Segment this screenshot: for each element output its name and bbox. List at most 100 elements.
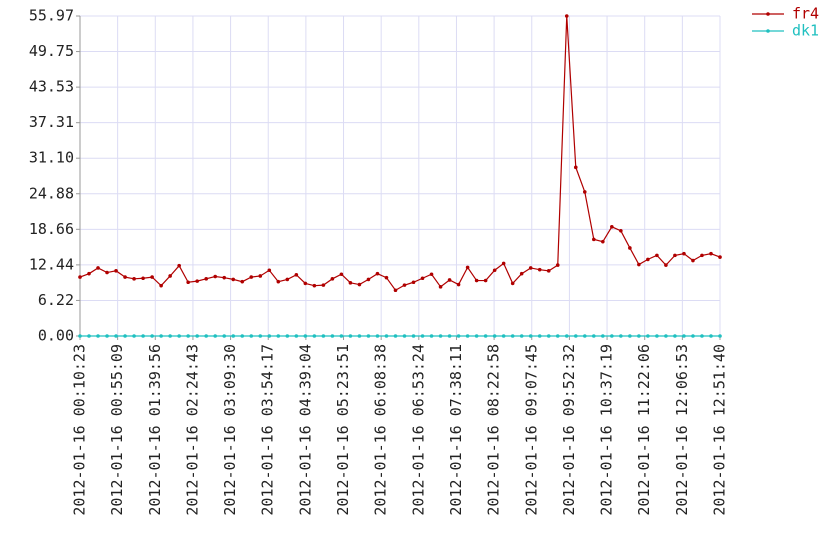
data-point bbox=[222, 334, 227, 338]
data-point bbox=[700, 253, 704, 258]
data-point bbox=[573, 334, 578, 338]
data-point bbox=[601, 239, 605, 244]
data-point bbox=[402, 283, 407, 287]
data-point bbox=[114, 269, 118, 273]
x-tick-label: 2012-01-16 11:22:06 bbox=[635, 344, 653, 516]
data-point bbox=[528, 266, 533, 270]
data-point bbox=[402, 334, 407, 338]
data-point bbox=[258, 274, 263, 278]
data-point bbox=[718, 334, 722, 338]
data-point bbox=[204, 277, 209, 281]
data-point bbox=[177, 334, 181, 338]
data-point bbox=[564, 14, 569, 18]
data-point bbox=[637, 262, 641, 267]
data-point bbox=[231, 277, 236, 282]
data-point bbox=[456, 334, 461, 338]
data-point bbox=[285, 334, 290, 338]
x-tick-label: 2012-01-16 03:54:17 bbox=[259, 344, 277, 516]
data-point bbox=[591, 237, 596, 242]
data-point bbox=[709, 334, 713, 338]
x-tick-label: 2012-01-16 07:38:11 bbox=[447, 344, 465, 516]
data-point bbox=[78, 275, 82, 279]
data-point bbox=[610, 224, 614, 229]
data-point bbox=[718, 255, 722, 259]
x-tick-label: 2012-01-16 03:09:30 bbox=[221, 344, 239, 516]
data-point bbox=[240, 334, 245, 338]
data-point bbox=[474, 334, 479, 338]
data-point bbox=[96, 266, 100, 270]
data-point bbox=[501, 261, 506, 266]
data-point bbox=[510, 334, 515, 338]
data-point bbox=[673, 334, 677, 338]
data-point bbox=[682, 334, 686, 338]
data-point bbox=[700, 334, 704, 338]
data-point bbox=[87, 271, 91, 276]
y-tick-label: 6.22 bbox=[38, 291, 74, 309]
data-point bbox=[258, 334, 263, 338]
data-point bbox=[105, 334, 109, 338]
data-point bbox=[285, 277, 290, 282]
data-point bbox=[601, 334, 605, 338]
data-point bbox=[438, 285, 443, 289]
data-point bbox=[573, 165, 578, 170]
data-point bbox=[637, 334, 641, 338]
data-point bbox=[429, 334, 434, 338]
data-point bbox=[321, 334, 326, 338]
x-tick-label: 2012-01-16 00:10:23 bbox=[71, 344, 89, 516]
data-point bbox=[528, 334, 533, 338]
data-point bbox=[294, 334, 299, 338]
data-point bbox=[123, 334, 127, 338]
data-point bbox=[691, 258, 695, 263]
data-point bbox=[249, 275, 254, 279]
y-tick-label: 43.53 bbox=[29, 78, 74, 96]
x-tick-label: 2012-01-16 02:24:43 bbox=[183, 344, 201, 516]
data-point bbox=[465, 265, 470, 270]
data-point bbox=[501, 334, 506, 338]
x-tick-label: 2012-01-16 06:53:24 bbox=[409, 344, 427, 516]
data-point bbox=[78, 334, 82, 338]
data-point bbox=[519, 271, 524, 276]
data-point bbox=[619, 229, 623, 233]
data-point bbox=[303, 281, 308, 286]
data-point bbox=[709, 251, 713, 256]
legend-marker bbox=[766, 29, 770, 33]
data-point bbox=[646, 334, 650, 338]
legend-label: fr4 bbox=[792, 5, 819, 23]
x-tick-label: 2012-01-16 08:22:58 bbox=[485, 344, 503, 516]
x-tick-label: 2012-01-16 06:08:38 bbox=[372, 344, 390, 516]
x-tick-label: 2012-01-16 00:55:09 bbox=[108, 344, 126, 516]
y-tick-label: 31.10 bbox=[29, 149, 74, 167]
series-line bbox=[79, 15, 721, 292]
x-tick-label: 2012-01-16 09:52:32 bbox=[560, 344, 578, 516]
data-point bbox=[195, 334, 199, 338]
data-point bbox=[348, 281, 353, 285]
data-point bbox=[339, 272, 344, 277]
data-point bbox=[366, 334, 371, 338]
data-point bbox=[646, 257, 650, 262]
data-point bbox=[691, 334, 695, 338]
data-point bbox=[673, 253, 677, 258]
data-point bbox=[348, 334, 353, 338]
data-point bbox=[357, 282, 362, 287]
data-point bbox=[222, 275, 227, 280]
data-point bbox=[87, 334, 91, 338]
data-point bbox=[132, 277, 136, 281]
data-point bbox=[384, 275, 389, 280]
data-point bbox=[420, 276, 425, 281]
data-point bbox=[456, 282, 461, 287]
data-point bbox=[474, 278, 479, 283]
data-point bbox=[447, 334, 452, 338]
data-point bbox=[429, 272, 434, 277]
data-point bbox=[537, 267, 542, 272]
data-point bbox=[195, 279, 199, 283]
data-point bbox=[411, 334, 416, 338]
data-point bbox=[582, 334, 587, 338]
data-point bbox=[276, 279, 281, 284]
data-point bbox=[420, 334, 425, 338]
data-point bbox=[240, 279, 245, 284]
data-point bbox=[628, 334, 632, 338]
data-point bbox=[664, 334, 668, 338]
data-point bbox=[393, 334, 398, 338]
data-point bbox=[546, 269, 551, 273]
